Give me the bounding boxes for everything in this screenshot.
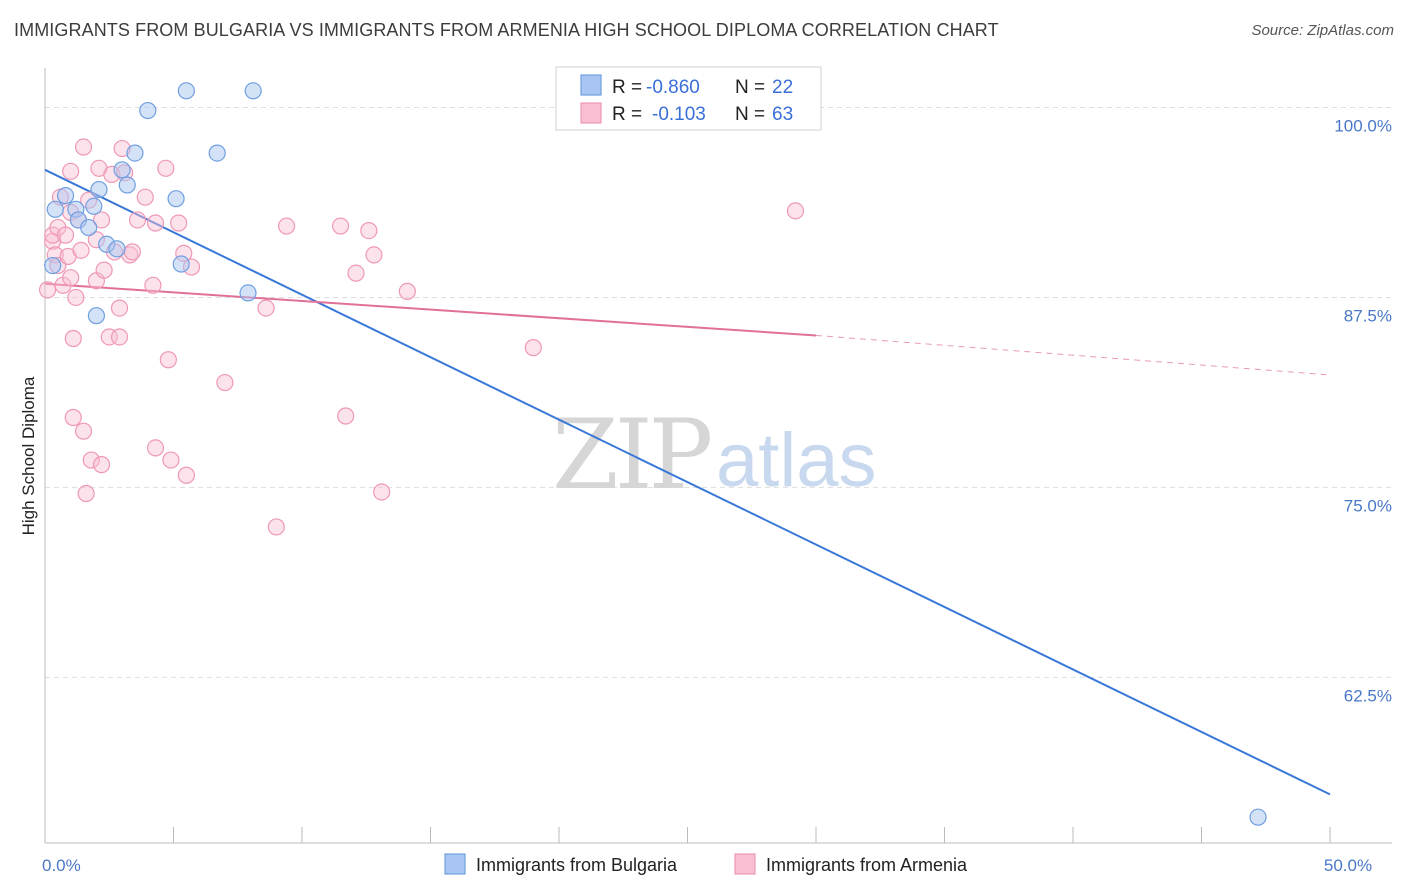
trend-line-bulgaria bbox=[44, 168, 1331, 796]
trend-lines bbox=[44, 168, 1331, 796]
watermark-atlas: atlas bbox=[716, 418, 877, 503]
bottom-legend-swatch-bulgaria bbox=[444, 853, 466, 875]
point-armenia-36 bbox=[123, 243, 141, 261]
point-armenia-14 bbox=[64, 408, 82, 427]
point-armenia-40 bbox=[144, 276, 162, 294]
point-bulgaria-12 bbox=[118, 176, 136, 194]
point-bulgaria-13 bbox=[126, 144, 144, 162]
y-tick-labels: 100.0% 87.5% 75.0% 62.5% bbox=[1334, 117, 1392, 706]
point-armenia-45 bbox=[170, 214, 188, 232]
point-armenia-18 bbox=[74, 422, 93, 440]
point-armenia-26 bbox=[92, 456, 111, 474]
point-armenia-38 bbox=[136, 188, 154, 206]
point-armenia-53 bbox=[331, 217, 350, 235]
point-armenia-58 bbox=[373, 483, 391, 501]
point-bulgaria-11 bbox=[113, 161, 131, 179]
series-legend: Immigrants from Bulgaria Immigrants from… bbox=[444, 853, 968, 875]
point-bulgaria-14 bbox=[167, 190, 185, 208]
point-bulgaria-10 bbox=[108, 240, 126, 258]
trend-line-armenia-extension bbox=[815, 334, 1331, 376]
legend-r-value-armenia: -0.103 bbox=[652, 104, 706, 125]
x-tick-label-0: 0.0% bbox=[42, 856, 81, 875]
source-label: Source: ZipAtlas.com bbox=[1251, 22, 1394, 39]
legend-n-value-armenia: 63 bbox=[772, 104, 793, 125]
legend-r-label-armenia: R = bbox=[612, 104, 642, 125]
legend-swatch-bulgaria bbox=[580, 74, 602, 96]
x-tick-label-1: 50.0% bbox=[1324, 856, 1372, 875]
point-armenia-52 bbox=[277, 217, 296, 235]
y-tick-label-2: 75.0% bbox=[1344, 496, 1392, 515]
bottom-legend-label-armenia: Immigrants from Armenia bbox=[766, 855, 968, 875]
axes bbox=[44, 68, 1392, 844]
point-armenia-0 bbox=[38, 281, 57, 299]
point-armenia-41 bbox=[146, 214, 165, 232]
point-armenia-13 bbox=[64, 329, 82, 348]
point-armenia-8 bbox=[56, 226, 75, 244]
legend-swatch-armenia bbox=[580, 102, 602, 124]
point-armenia-32 bbox=[110, 328, 129, 346]
point-armenia-31 bbox=[110, 299, 129, 317]
point-armenia-56 bbox=[360, 221, 378, 240]
point-armenia-42 bbox=[157, 159, 175, 177]
correlation-legend: R = -0.860 N = 22 R = -0.103 N = 63 bbox=[555, 66, 822, 131]
y-tick-label-1: 87.5% bbox=[1344, 306, 1392, 325]
point-armenia-61 bbox=[786, 202, 805, 220]
y-tick-label-3: 62.5% bbox=[1344, 686, 1392, 705]
point-armenia-62 bbox=[67, 288, 85, 307]
point-bulgaria-6 bbox=[80, 218, 98, 237]
point-armenia-25 bbox=[92, 211, 111, 229]
legend-r-value-bulgaria: -0.860 bbox=[646, 77, 700, 98]
point-bulgaria-8 bbox=[90, 180, 108, 199]
point-armenia-10 bbox=[62, 269, 80, 287]
point-armenia-21 bbox=[82, 451, 100, 469]
point-armenia-57 bbox=[365, 246, 383, 264]
point-bulgaria-15 bbox=[172, 255, 190, 273]
point-bulgaria-17 bbox=[208, 144, 226, 162]
point-bulgaria-19 bbox=[239, 284, 257, 302]
legend-n-value-bulgaria: 22 bbox=[772, 77, 793, 98]
point-armenia-12 bbox=[62, 162, 80, 180]
point-armenia-54 bbox=[337, 407, 355, 425]
point-armenia-55 bbox=[347, 264, 365, 282]
point-bulgaria-16 bbox=[177, 82, 195, 100]
trend-line-armenia bbox=[44, 282, 817, 337]
point-armenia-43 bbox=[159, 351, 177, 369]
point-armenia-51 bbox=[267, 518, 285, 536]
chart-title: IMMIGRANTS FROM BULGARIA VS IMMIGRANTS F… bbox=[14, 20, 999, 40]
point-bulgaria-21 bbox=[139, 101, 157, 120]
legend-n-label-armenia: N = bbox=[735, 104, 765, 125]
point-bulgaria-1 bbox=[46, 200, 64, 218]
y-axis-label: High School Diploma bbox=[19, 376, 38, 535]
legend-n-label-bulgaria: N = bbox=[735, 77, 765, 98]
point-armenia-27 bbox=[95, 261, 113, 279]
point-bulgaria-7 bbox=[87, 307, 106, 325]
legend-r-label-bulgaria: R = bbox=[612, 77, 642, 98]
point-armenia-19 bbox=[77, 484, 95, 503]
point-armenia-50 bbox=[257, 299, 275, 317]
point-armenia-37 bbox=[128, 211, 147, 229]
point-armenia-47 bbox=[177, 466, 195, 484]
point-bulgaria-2 bbox=[56, 187, 75, 205]
gridlines bbox=[45, 107, 1392, 678]
data-points bbox=[38, 82, 1267, 826]
bottom-legend-swatch-armenia bbox=[734, 853, 756, 875]
point-armenia-49 bbox=[216, 373, 234, 392]
point-bulgaria-20 bbox=[1249, 808, 1267, 826]
point-armenia-16 bbox=[72, 241, 90, 259]
point-bulgaria-18 bbox=[244, 82, 262, 100]
point-armenia-60 bbox=[524, 339, 542, 357]
point-armenia-59 bbox=[398, 282, 416, 300]
x-tick-labels: 0.0% 50.0% bbox=[42, 856, 1372, 875]
y-tick-label-0: 100.0% bbox=[1334, 117, 1392, 136]
point-armenia-39 bbox=[146, 439, 165, 457]
point-bulgaria-5 bbox=[85, 197, 103, 215]
bottom-legend-label-bulgaria: Immigrants from Bulgaria bbox=[476, 855, 678, 875]
point-armenia-17 bbox=[74, 138, 93, 156]
point-armenia-44 bbox=[162, 451, 180, 469]
point-bulgaria-0 bbox=[44, 256, 62, 275]
